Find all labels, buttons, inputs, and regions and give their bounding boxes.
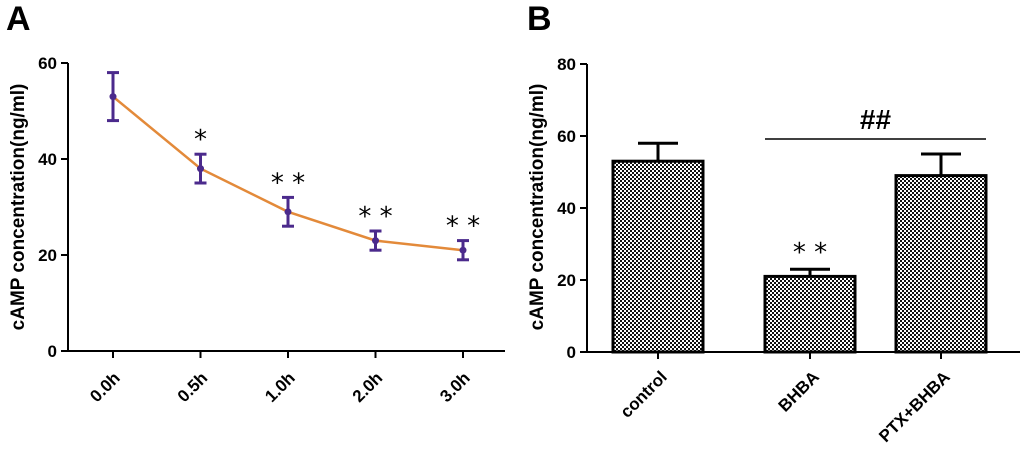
panel-a-significance-mark: * * (271, 168, 305, 198)
panel-a-data-point (372, 237, 379, 245)
panel-a-data-point (197, 165, 204, 173)
panel-b-bar (611, 159, 705, 354)
panel-a-x-tick-label: 0.0h (86, 368, 123, 405)
panel-b-x-tick-label: BHBA (775, 367, 823, 415)
panel-a-x-tick-label: 1.0h (261, 368, 298, 405)
panel-a-y-tick-label: 20 (38, 246, 57, 265)
panel-a-y-tick-label: 60 (38, 54, 57, 73)
panel-b-letter: B (527, 0, 552, 38)
panel-b-bar (894, 174, 988, 354)
panel-a-x-tick-label: 3.0h (436, 368, 473, 405)
panel-b-bracket-label: ## (860, 104, 892, 135)
panel-a-letter: A (6, 0, 31, 38)
panel-a-y-axis-label: cAMP concentration(ng/ml) (8, 84, 29, 331)
panel-b-significance-mark: * * (793, 238, 827, 268)
panel-a-x-tick-label: 0.5h (174, 368, 211, 405)
panel-b-y-tick-label: 20 (557, 271, 576, 290)
panel-b: B cAMP concentration(ng/ml) 0 20 40 60 80 con… (527, 0, 1020, 446)
panel-b-y-tick-label: 60 (557, 127, 576, 146)
panel-a-y-tick-label: 40 (38, 150, 57, 169)
panel-a-data-point (459, 246, 467, 254)
panel-a-x-tick-label: 2.0h (349, 368, 386, 405)
panel-a-significance-mark: * * (446, 212, 480, 242)
panel-a-data-point (284, 208, 292, 216)
panel-b-y-tick-label: 0 (567, 343, 576, 362)
panel-a-significance-mark: * (194, 125, 207, 155)
panel-a-significance-mark: * * (358, 202, 392, 232)
panel-a-y-tick-label: 0 (48, 342, 57, 361)
panel-b-y-axis-label: cAMP concentration(ng/ml) (527, 84, 548, 331)
panel-b-x-tick-label: PTX+BHBA (875, 367, 954, 446)
panel-b-y-tick-label: 80 (557, 55, 576, 74)
panel-b-bar (763, 274, 857, 354)
panel-b-y-tick-label: 40 (557, 199, 576, 218)
panel-a-data-point (109, 93, 117, 101)
panel-a: A cAMP concentration(ng/ml) 0 20 40 60 0.0h 0… (6, 0, 505, 406)
panel-b-x-tick-label: control (617, 367, 671, 421)
